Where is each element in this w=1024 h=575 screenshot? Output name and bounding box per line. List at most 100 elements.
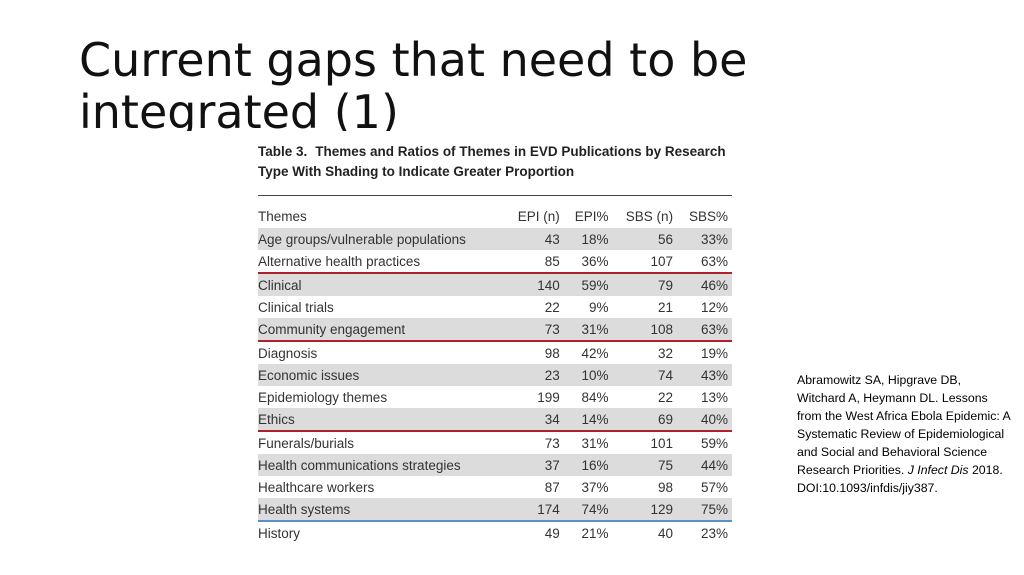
slide-title: Current gaps that need to be integrated …: [79, 34, 748, 131]
themes-table: Themes EPI (n) EPI% SBS (n) SBS% Age gro…: [258, 204, 732, 544]
cell-epi-pct: 14%: [563, 408, 613, 432]
cell-theme: Ethics: [258, 408, 506, 432]
cell-epi-n: 174: [505, 498, 564, 522]
cell-epi-n: 98: [544, 345, 560, 361]
table-header-row: Themes EPI (n) EPI% SBS (n) SBS%: [258, 204, 732, 228]
citation: Abramowitz SA, Hipgrave DB, Witchard A, …: [797, 371, 1012, 497]
cell-theme: Funerals/burials: [258, 435, 355, 451]
cell-sbs-n: 21: [658, 299, 674, 315]
citation-journal: J Infect Dis: [907, 463, 969, 477]
table-row: Economic issues 23 10% 74 43%: [258, 364, 732, 386]
cell-theme: History: [258, 525, 301, 541]
cell-sbs-n: 22: [658, 389, 674, 405]
cell-sbs-pct: 40%: [677, 408, 732, 432]
table-caption-number: Table 3.: [258, 144, 308, 159]
cell-theme: Health systems: [258, 498, 506, 522]
citation-tail: 2018. DOI:10.1093/infdis/jiy387.: [797, 463, 1003, 495]
cell-sbs-n: 107: [612, 250, 678, 274]
cell-theme: Age groups/vulnerable populations: [258, 228, 506, 250]
cell-epi-pct: 59%: [563, 273, 613, 296]
header-epi-n: EPI (n): [517, 208, 560, 224]
cell-sbs-pct: 44%: [677, 454, 732, 476]
cell-theme: Community engagement: [258, 318, 506, 342]
cell-sbs-pct: 13%: [700, 389, 728, 405]
cell-theme: Healthcare workers: [258, 479, 375, 495]
cell-epi-n: 23: [505, 364, 564, 386]
header-sbs-n: SBS (n): [625, 208, 674, 224]
cell-epi-pct: 31%: [581, 435, 609, 451]
cell-epi-pct: 42%: [581, 345, 609, 361]
table-body: Age groups/vulnerable populations 43 18% 56…: [258, 228, 732, 544]
cell-epi-n: 73: [505, 318, 564, 342]
cell-sbs-pct: 63%: [677, 318, 732, 342]
cell-theme: Economic issues: [258, 364, 506, 386]
cell-theme: Clinical trials: [258, 299, 334, 315]
table-row: Health systems 174 74% 129 75%: [258, 498, 732, 522]
cell-sbs-pct: 46%: [677, 273, 732, 296]
cell-sbs-pct: 57%: [700, 479, 728, 495]
cell-sbs-pct: 12%: [700, 299, 728, 315]
cell-sbs-n: 75: [612, 454, 678, 476]
cell-sbs-pct: 43%: [677, 364, 732, 386]
table-row: Funerals/burials 73 31% 101 59%: [258, 431, 732, 454]
table-top-rule: [258, 195, 732, 196]
cell-epi-n: 73: [544, 435, 560, 451]
cell-sbs-n: 129: [612, 498, 678, 522]
table-row: Clinical 140 59% 79 46%: [258, 273, 732, 296]
cell-epi-pct: 37%: [581, 479, 609, 495]
cell-epi-n: 85: [505, 250, 564, 274]
cell-sbs-n: 98: [658, 479, 674, 495]
cell-theme: Diagnosis: [258, 345, 318, 361]
cell-theme: Alternative health practices: [258, 250, 506, 274]
cell-epi-pct: 9%: [589, 299, 609, 315]
cell-sbs-n: 32: [658, 345, 674, 361]
cell-epi-n: 37: [505, 454, 564, 476]
cell-theme: Clinical: [258, 273, 506, 296]
cell-epi-n: 140: [505, 273, 564, 296]
cell-sbs-n: 74: [612, 364, 678, 386]
table-row: Ethics 34 14% 69 40%: [258, 408, 732, 432]
cell-sbs-n: 108: [612, 318, 678, 342]
cell-epi-n: 87: [544, 479, 560, 495]
cell-sbs-pct: 75%: [677, 498, 732, 522]
cell-epi-pct: 74%: [563, 498, 613, 522]
table-caption: Table 3. Themes and Ratios of Themes in E…: [258, 142, 738, 182]
citation-text: Abramowitz SA, Hipgrave DB, Witchard A, …: [797, 373, 1011, 477]
cell-epi-n: 34: [505, 408, 564, 432]
cell-sbs-pct: 19%: [700, 345, 728, 361]
table-row: Healthcare workers 87 37% 98 57%: [258, 476, 732, 498]
table-image: Table 3. Themes and Ratios of Themes in E…: [252, 132, 742, 552]
table-caption-text: Themes and Ratios of Themes in EVD Publi…: [258, 144, 726, 179]
cell-epi-pct: 36%: [563, 250, 613, 274]
cell-sbs-n: 79: [612, 273, 678, 296]
table-row: Epidemiology themes 199 84% 22 13%: [258, 386, 732, 408]
cell-sbs-n: 101: [650, 435, 674, 451]
table-row: Age groups/vulnerable populations 43 18% 56…: [258, 228, 732, 250]
cell-epi-n: 49: [544, 525, 560, 541]
table-row: Clinical trials 22 9% 21 12%: [258, 296, 732, 318]
cell-sbs-pct: 33%: [677, 228, 732, 250]
cell-sbs-pct: 59%: [700, 435, 728, 451]
cell-epi-pct: 16%: [563, 454, 613, 476]
cell-epi-n: 43: [505, 228, 564, 250]
table-row: Community engagement 73 31% 108 63%: [258, 318, 732, 342]
header-epi-pct: EPI%: [574, 208, 609, 224]
table-row: Diagnosis 98 42% 32 19%: [258, 341, 732, 364]
cell-epi-pct: 10%: [563, 364, 613, 386]
cell-sbs-pct: 63%: [677, 250, 732, 274]
header-themes: Themes: [258, 208, 307, 224]
cell-epi-pct: 21%: [581, 525, 609, 541]
cell-sbs-n: 40: [658, 525, 674, 541]
table-row: Alternative health practices 85 36% 107 63%: [258, 250, 732, 274]
cell-epi-n: 199: [537, 389, 560, 405]
cell-theme: Epidemiology themes: [258, 389, 388, 405]
cell-sbs-pct: 23%: [700, 525, 728, 541]
table-row: Health communications strategies 37 16% 75 4…: [258, 454, 732, 476]
cell-epi-pct: 18%: [563, 228, 613, 250]
cell-theme: Health communications strategies: [258, 454, 506, 476]
cell-epi-pct: 84%: [581, 389, 609, 405]
table-row: History 49 21% 40 23%: [258, 521, 732, 544]
cell-sbs-n: 56: [612, 228, 678, 250]
cell-sbs-n: 69: [612, 408, 678, 432]
header-sbs-pct: SBS%: [688, 208, 728, 224]
